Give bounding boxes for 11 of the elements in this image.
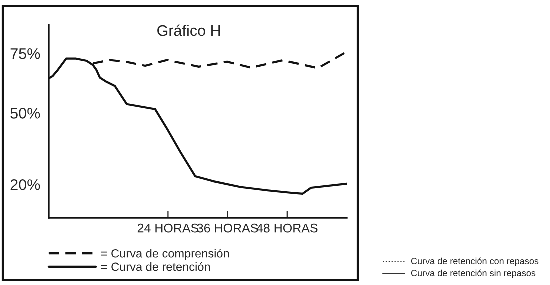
- x-tick-label: 24 HORAS: [138, 224, 199, 233]
- text: Curva de retención con repasos: [411, 258, 539, 266]
- text: Curva de retención sin repasos: [411, 270, 536, 278]
- y-tick-label: 75%: [10, 48, 40, 60]
- legend-label: = Curva de retención: [101, 262, 210, 272]
- y-tick-label: 20%: [10, 180, 40, 190]
- x-tick-label: 36 HORAS: [197, 224, 258, 233]
- y-tick-label: 50%: [10, 108, 40, 119]
- x-tick-label: 48 HORAS: [256, 224, 318, 233]
- chart-title: Gráfico H: [158, 24, 220, 36]
- legend-label: = Curva de comprensión: [101, 248, 230, 260]
